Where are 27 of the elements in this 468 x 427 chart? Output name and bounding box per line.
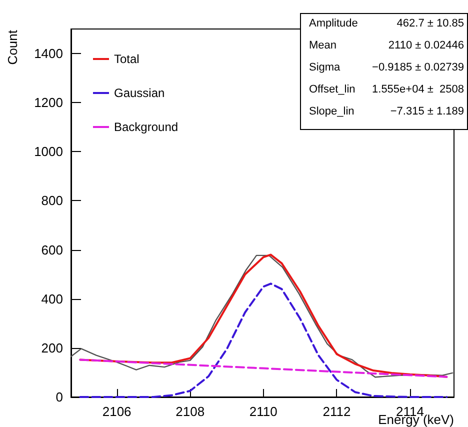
y-tick-label: 200 [41, 340, 63, 356]
line-series [79, 282, 448, 398]
annotation: Sigma [309, 62, 342, 74]
x-tick-label: 2108 [176, 404, 205, 419]
x-tick-label: 2110 [249, 404, 278, 419]
annotation: 2110 ± 0.02446 [388, 40, 464, 52]
y-axis-title: Count [5, 30, 20, 65]
y-tick-label: 1400 [34, 46, 63, 62]
y-tick-label: 0 [56, 390, 63, 404]
y-tick-label: 1000 [34, 144, 63, 160]
x-tick-label: 2112 [322, 404, 351, 419]
legend-label: Total [114, 52, 140, 66]
x-tick-label: 2106 [102, 404, 132, 419]
y-tick-label: 800 [41, 193, 63, 208]
annotation: Mean [309, 40, 337, 52]
y-tick-label: 600 [41, 242, 63, 258]
annotation: −0.9185 ± 0.02739 [372, 62, 464, 74]
annotation: Slope_lin [309, 106, 354, 118]
legend-label: Background [114, 120, 178, 134]
annotation: 462.7 ± 10.85 [396, 18, 464, 30]
legend-label: Gaussian [114, 86, 165, 100]
annotation: −7.315 ± 1.189 [390, 106, 464, 118]
y-tick-label: 400 [41, 291, 63, 306]
annotation: Offset_lin [309, 84, 356, 96]
annotation: Amplitude [309, 18, 358, 30]
y-tick-label: 1200 [34, 95, 63, 110]
annotation: 1.555e+04 ± 2508 [372, 84, 464, 96]
